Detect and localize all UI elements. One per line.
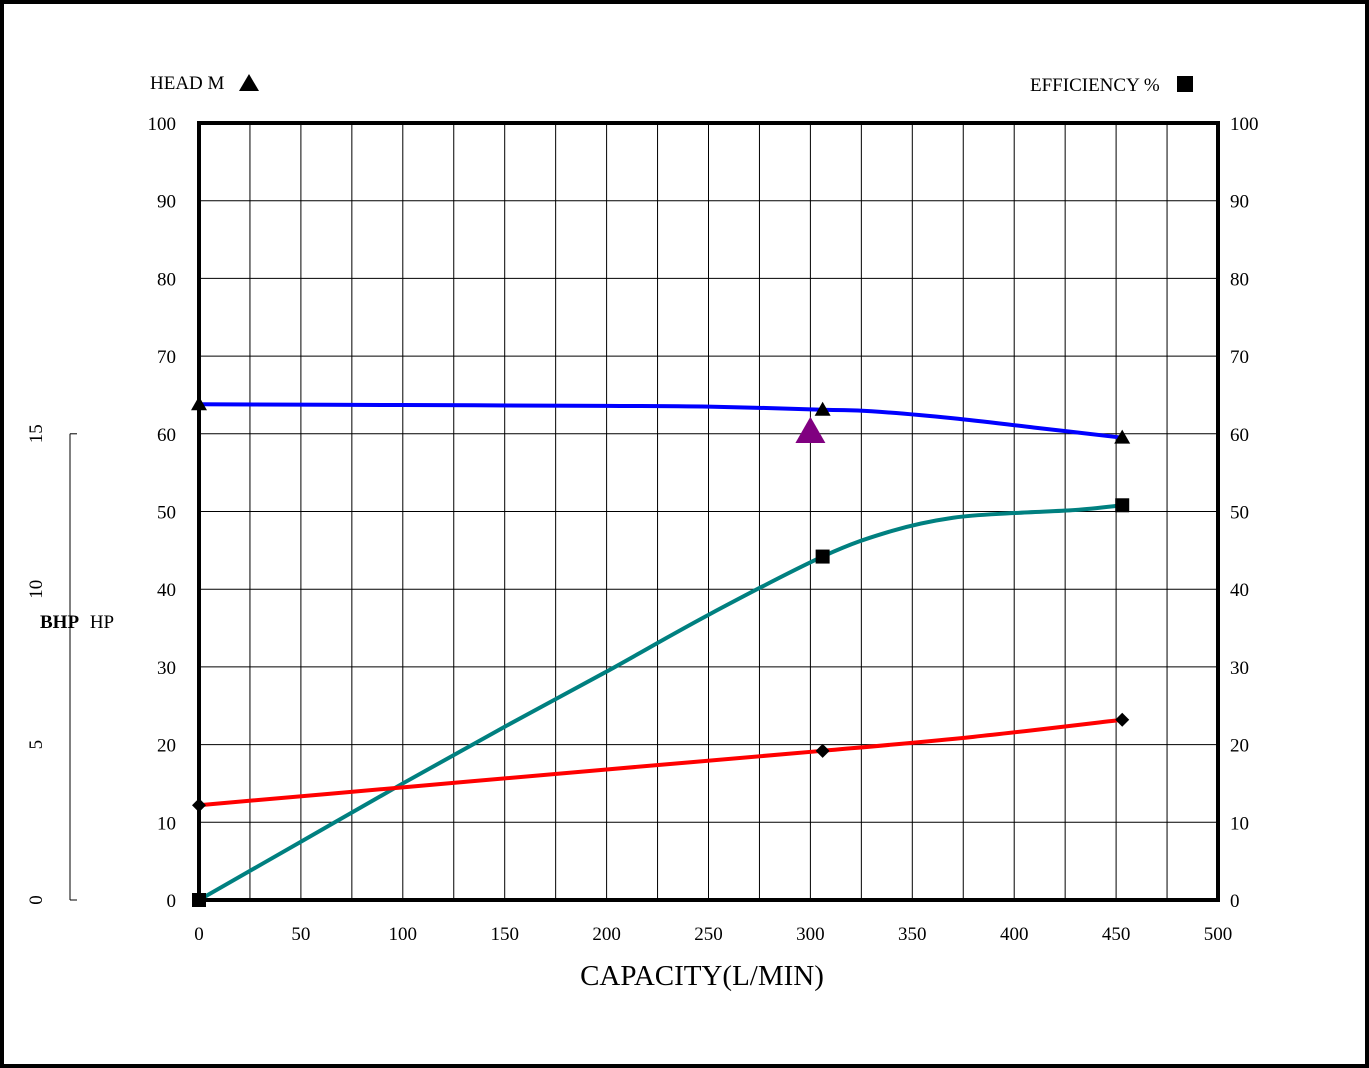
- bhp-axis-label: BHP HP: [40, 612, 114, 633]
- x-tick-label: 400: [1000, 924, 1029, 945]
- efficiency-tick-label: 50: [1230, 503, 1249, 524]
- bhp-axis: 0 5 10 15: [26, 424, 77, 905]
- x-tick-label: 300: [796, 924, 825, 945]
- efficiency-tick-label: 90: [1230, 192, 1249, 213]
- bhp-point: [192, 798, 206, 813]
- head-tick-label: 60: [157, 425, 176, 446]
- efficiency-tick-label: 40: [1230, 580, 1249, 601]
- head-tick-label: 0: [167, 891, 177, 912]
- efficiency-axis-label: EFFICIENCY %: [1030, 75, 1160, 96]
- bhp-curve: [198, 717, 1123, 808]
- x-tick-label: 200: [592, 924, 621, 945]
- duty-point: [795, 416, 826, 444]
- head-tick-label: 70: [157, 347, 176, 368]
- efficiency-tick-label: 0: [1230, 891, 1240, 912]
- bhp-tick-label: 10: [26, 580, 47, 599]
- head-tick-label: 100: [148, 114, 177, 135]
- head-tick-label: 30: [157, 658, 176, 679]
- head-tick-label: 10: [157, 813, 176, 834]
- bhp-axis-label-unit: HP: [90, 612, 114, 633]
- efficiency-tick-label: 20: [1230, 736, 1249, 757]
- head-tick-label: 90: [157, 192, 176, 213]
- plot-frame: [197, 121, 1220, 902]
- head-curve: [198, 402, 1123, 440]
- efficiency-tick-label: 80: [1230, 269, 1249, 290]
- x-axis-label: CAPACITY(L/MIN): [580, 960, 824, 992]
- series: [191, 396, 1131, 907]
- triangle-marker-icon: [239, 74, 259, 91]
- x-tick-label: 450: [1102, 924, 1131, 945]
- efficiency-tick-label: 30: [1230, 658, 1249, 679]
- head-point: [814, 401, 831, 416]
- head-point: [1114, 429, 1131, 444]
- bhp-tick-label: 15: [26, 424, 47, 443]
- efficiency-point: [1115, 498, 1130, 513]
- head-tick-label: 50: [157, 503, 176, 524]
- bhp-tick-label: 5: [26, 740, 47, 750]
- x-tick-label: 50: [291, 924, 310, 945]
- square-marker-icon: [1177, 76, 1193, 92]
- x-tick-label: 0: [194, 924, 204, 945]
- efficiency-tick-label: 10: [1230, 813, 1249, 834]
- x-tick-label: 150: [490, 924, 519, 945]
- efficiency-tick-label: 100: [1230, 114, 1259, 135]
- bhp-point: [815, 743, 830, 758]
- efficiency-point: [815, 549, 830, 564]
- x-tick-label: 350: [898, 924, 927, 945]
- x-tick-label: 100: [389, 924, 418, 945]
- head-tick-label: 20: [157, 736, 176, 757]
- head-tick-label: 40: [157, 580, 176, 601]
- bhp-tick-label: 0: [26, 895, 47, 905]
- bhp-point: [1115, 712, 1130, 727]
- x-tick-label: 250: [694, 924, 723, 945]
- bhp-axis-label-bold: BHP: [40, 612, 79, 633]
- x-tick-label: 500: [1204, 924, 1233, 945]
- head-point: [191, 396, 207, 411]
- head-tick-label: 80: [157, 269, 176, 290]
- efficiency-tick-label: 60: [1230, 425, 1249, 446]
- head-axis-label: HEAD M: [150, 73, 225, 94]
- efficiency-point: [192, 893, 206, 907]
- efficiency-curve: [198, 503, 1123, 902]
- efficiency-tick-label: 70: [1230, 347, 1249, 368]
